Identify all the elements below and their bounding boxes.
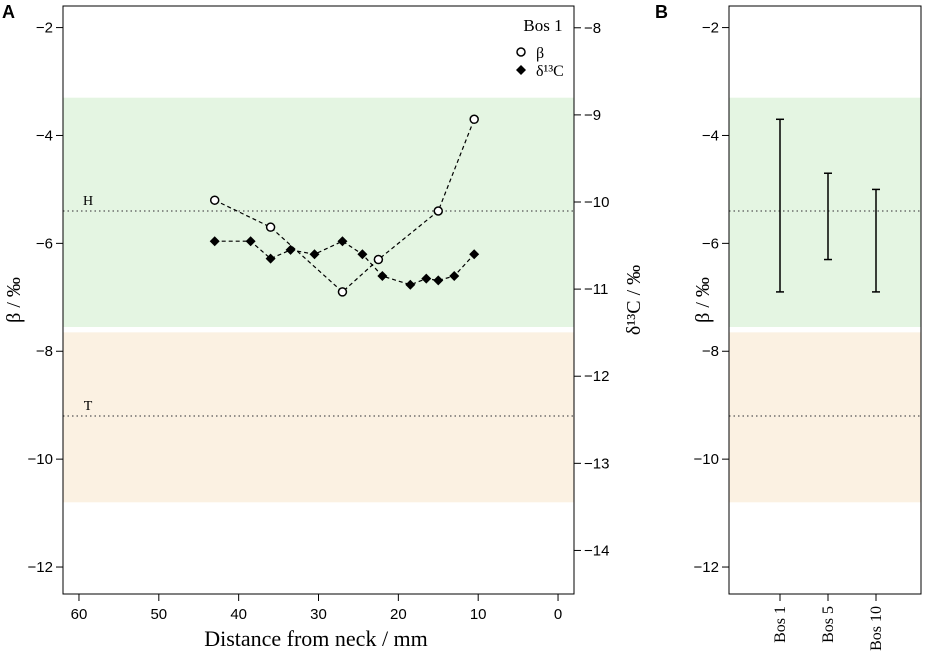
beta-point (265, 222, 276, 232)
legend-title: Bos 1 (523, 16, 562, 35)
x-tick-label: 50 (150, 606, 167, 623)
panel-a-reference-lines: HT (63, 194, 574, 417)
x-tick-label: 40 (230, 606, 247, 623)
y2-tick-label: −12 (584, 368, 609, 385)
panel-a-bands (63, 97, 574, 503)
x-category-label: Bos 5 (820, 606, 837, 643)
x-tick-label: 60 (71, 606, 88, 623)
panel-b-label: B (655, 2, 668, 22)
reference-label-H: H (83, 194, 93, 209)
y-tick-label: −4 (702, 127, 719, 144)
panel-b-x-axis: Bos 1 Bos 5 Bos 10 (772, 594, 885, 651)
beta-point (373, 254, 384, 265)
panel-a-y2-axis-title: δ¹³C / ‰ (623, 265, 645, 335)
y-tick-label: −2 (702, 20, 719, 37)
beta-point (337, 287, 348, 297)
y-tick-label: −4 (36, 127, 53, 144)
panel-b-y-axis-title: β / ‰ (692, 277, 714, 323)
panel-a-series (209, 114, 480, 297)
beta-point (209, 195, 220, 205)
band-tan (63, 332, 574, 503)
panel-a-legend: Bos 1 β δ¹³C (516, 16, 564, 80)
y-tick-label: −2 (36, 20, 53, 37)
legend-d13c-label: δ¹³C (536, 63, 564, 80)
beta-point (469, 114, 479, 125)
panel-b-plot-frame (728, 5, 922, 595)
d13c-point (377, 271, 388, 282)
y-tick-label: −12 (694, 559, 719, 576)
x-tick-label: 30 (310, 606, 327, 623)
y2-tick-label: −9 (584, 107, 601, 124)
panel-b-y-axis: −2 −4 −6 −8 −10 −12 (694, 20, 729, 576)
d13c-point (265, 253, 276, 264)
band-green (729, 97, 921, 327)
d13c-point (285, 244, 296, 255)
x-category-label: Bos 1 (772, 606, 789, 643)
beta-point (433, 206, 444, 216)
y-tick-label: −10 (28, 451, 53, 468)
x-tick-label: 20 (390, 606, 407, 623)
band-tan (729, 332, 921, 503)
d13c-point (357, 249, 368, 260)
panel-a: HT 60 50 40 30 20 10 0 −2−4−6−8−10−12 −8−9−10−… (2, 2, 645, 651)
x-tick-label: 0 (554, 606, 562, 623)
series-line-beta (214, 119, 475, 293)
y2-tick-label: −10 (584, 194, 609, 211)
y-tick-label: −8 (702, 343, 719, 360)
panel-a-y-axis-title: β / ‰ (3, 277, 25, 323)
y-tick-label: −12 (28, 559, 53, 576)
legend-beta-label: β (536, 45, 544, 62)
y-tick-label: −6 (36, 235, 53, 252)
x-tick-label: 10 (470, 606, 487, 623)
y-tick-label: −10 (694, 451, 719, 468)
panel-b-reference-lines (729, 210, 921, 417)
y2-tick-label: −11 (584, 281, 608, 298)
panel-a-x-axis: 60 50 40 30 20 10 0 (71, 594, 562, 623)
legend-d13c-marker (516, 65, 526, 75)
band-green (63, 97, 574, 327)
x-category-label: Bos 10 (868, 606, 885, 651)
d13c-point (421, 273, 432, 284)
panel-b: −2 −4 −6 −8 −10 −12 Bos 1 Bos 5 Bos 10 B β / ‰ (655, 2, 922, 651)
panel-a-x-axis-title: Distance from neck / mm (204, 626, 428, 651)
d13c-point (245, 236, 256, 247)
d13c-point (309, 249, 320, 260)
y-tick-label: −8 (36, 343, 53, 360)
d13c-point (433, 275, 444, 286)
y2-tick-label: −13 (584, 455, 609, 472)
d13c-point (449, 271, 460, 282)
reference-label-T: T (84, 399, 93, 414)
panel-a-label: A (2, 2, 15, 22)
d13c-point (469, 249, 480, 260)
legend-beta-marker (516, 47, 526, 57)
d13c-point (209, 236, 220, 247)
y2-tick-label: −8 (584, 20, 601, 37)
panel-b-range-bars (776, 118, 880, 293)
y2-tick-label: −14 (584, 542, 609, 559)
d13c-point (405, 279, 416, 290)
d13c-point (337, 236, 348, 247)
panel-a-y-axis: −2 −4 −6 −8 −10 −12 (28, 20, 63, 576)
panel-a-y2-axis: −8 −9 −10 −11 −12 −13 −14 (574, 20, 609, 559)
y-tick-label: −6 (702, 235, 719, 252)
panel-b-bands (729, 97, 921, 503)
